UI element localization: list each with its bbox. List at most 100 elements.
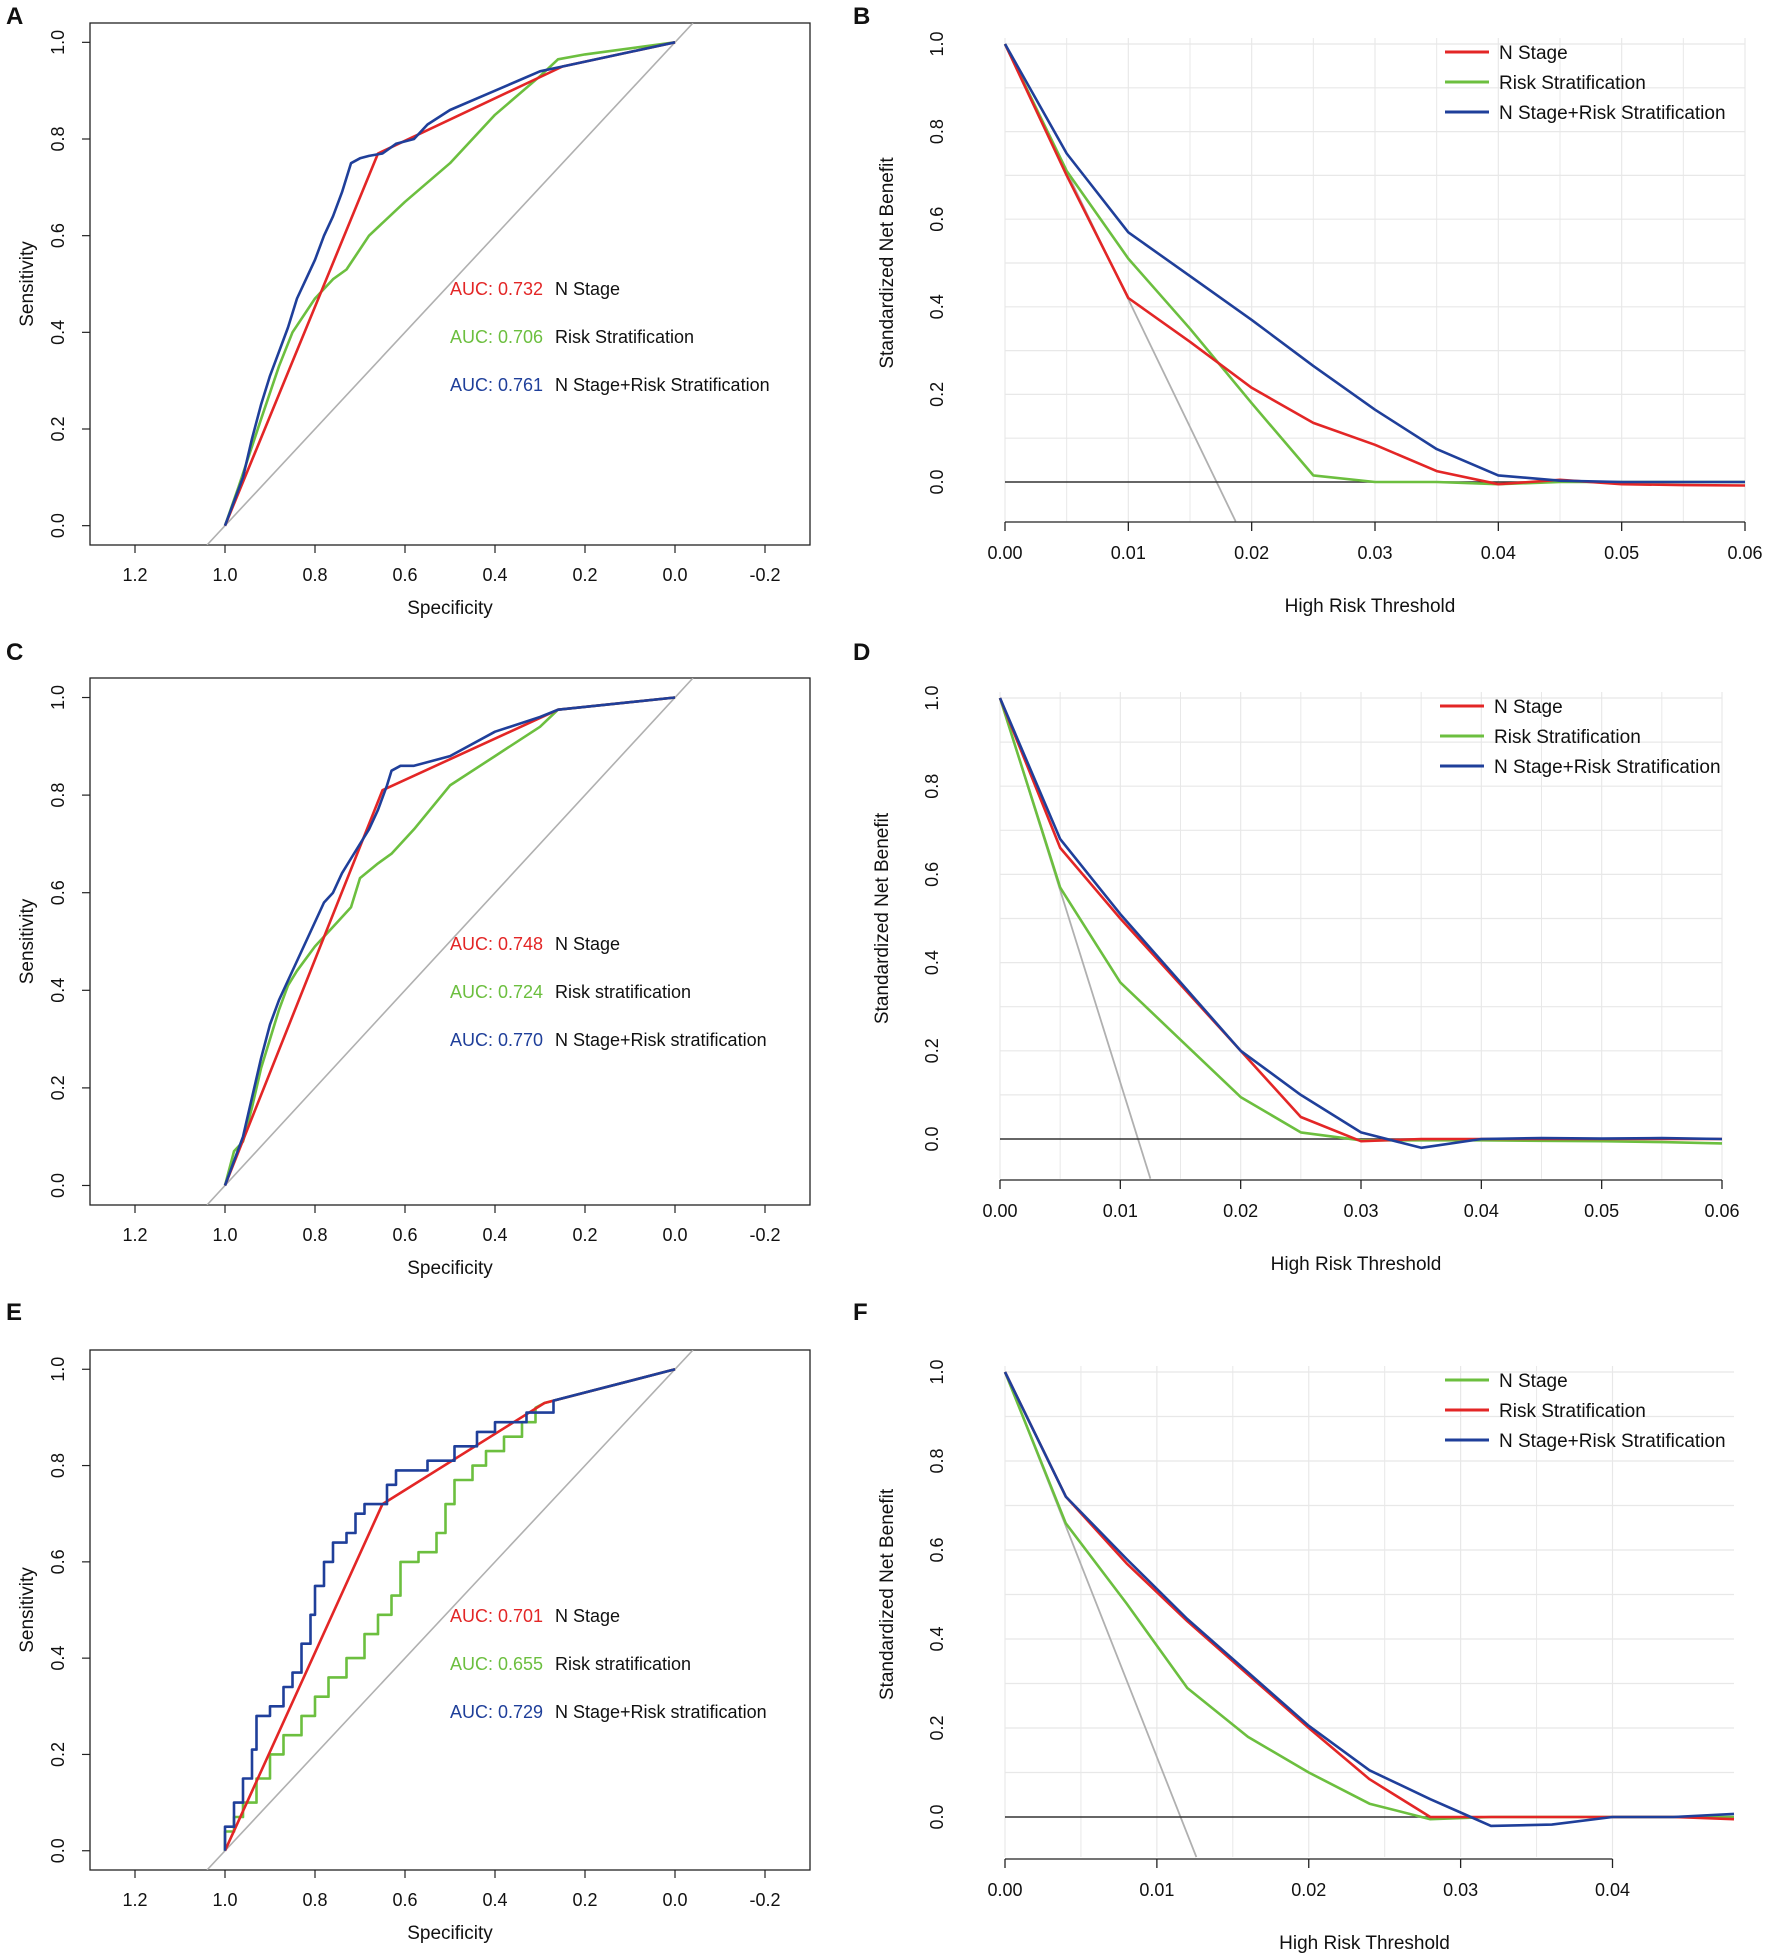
x-tick-label: 0.01 <box>1111 543 1146 563</box>
x-axis-label: Specificity <box>407 598 493 619</box>
x-tick-label: 0.04 <box>1464 1201 1499 1221</box>
y-tick-label: 0.6 <box>922 862 942 887</box>
y-tick-label: 0.8 <box>927 119 947 144</box>
legend-label: N Stage <box>1499 1371 1568 1392</box>
legend-label: N Stage+Risk stratification <box>555 1702 767 1722</box>
y-tick-label: 0.8 <box>48 1453 68 1478</box>
legend-auc-value: AUC: 0.770 <box>450 1030 543 1050</box>
x-axis-label: Specificity <box>407 1258 493 1279</box>
reference-diagonal <box>206 1350 694 1870</box>
legend-label: Risk Stratification <box>1499 73 1646 94</box>
y-tick-label: 1.0 <box>48 1357 68 1382</box>
panel-letter-c: C <box>6 639 23 666</box>
y-tick-label: 0.8 <box>48 783 68 808</box>
x-tick-label: 0.02 <box>1234 543 1269 563</box>
x-tick-label: 1.2 <box>122 1890 147 1910</box>
y-axis-label: Standardized Net Benefit <box>877 1488 898 1700</box>
x-tick-label: 0.03 <box>1343 1201 1378 1221</box>
y-tick-label: 0.4 <box>927 294 947 319</box>
x-tick-label: -0.2 <box>749 565 780 585</box>
legend-auc-value: AUC: 0.701 <box>450 1606 543 1626</box>
y-axis-label: Sensitivity <box>17 241 38 327</box>
y-tick-label: 0.2 <box>927 1715 947 1740</box>
x-tick-label: 0.2 <box>572 1225 597 1245</box>
y-tick-label: 0.2 <box>48 1742 68 1767</box>
y-tick-label: 1.0 <box>927 1359 947 1384</box>
y-tick-label: 0.2 <box>48 416 68 441</box>
x-tick-label: 0.02 <box>1291 1880 1326 1900</box>
x-tick-label: 0.6 <box>392 565 417 585</box>
y-tick-label: 1.0 <box>48 30 68 55</box>
series-line-n-stage <box>1003 43 1746 487</box>
x-axis-label: High Risk Threshold <box>1285 596 1456 617</box>
panel-letter-e: E <box>6 1299 22 1326</box>
y-tick-label: 0.2 <box>922 1038 942 1063</box>
series-line-n-stage-risk-stratification <box>1003 1371 1735 1828</box>
dca-chart-f: 0.00 0.01 0.02 0.03 0.04 0.0 0.2 0.4 0.6 0.8 1.0 Hi… <box>877 1359 1735 1954</box>
series-line-n-stage-risk-stratification <box>223 696 676 1186</box>
panel-letter-b: B <box>853 3 870 30</box>
x-tick-label: -0.2 <box>749 1890 780 1910</box>
panel-letter-a: A <box>6 3 23 30</box>
x-tick-label: 0.4 <box>482 1890 507 1910</box>
series-line-risk-stratification <box>223 41 676 527</box>
y-tick-label: 0.6 <box>48 1549 68 1574</box>
roc-chart-c: 1.2 1.0 0.8 0.6 0.4 0.2 0.0 -0.2 0.0 0.2 0.4 0.6 0.8… <box>17 677 811 1279</box>
x-tick-label: 0.4 <box>482 1225 507 1245</box>
x-tick-label: 0.8 <box>302 1890 327 1910</box>
y-tick-label: 0.4 <box>48 1646 68 1671</box>
legend-label: Risk stratification <box>555 982 691 1002</box>
x-tick-label: 0.0 <box>662 1890 687 1910</box>
legend-label: N Stage <box>1499 43 1568 64</box>
x-tick-label: 0.0 <box>662 565 687 585</box>
plot-frame <box>89 1349 811 1871</box>
y-tick-label: 0.6 <box>927 1537 947 1562</box>
legend-label: N Stage <box>555 279 620 299</box>
x-tick-label: 0.05 <box>1584 1201 1619 1221</box>
legend-label: N Stage <box>555 1606 620 1626</box>
x-tick-label: 0.00 <box>987 1880 1022 1900</box>
series-line-n-stage-risk-stratification <box>223 41 676 527</box>
x-tick-label: 0.03 <box>1443 1880 1478 1900</box>
legend-label: Risk Stratification <box>555 327 694 347</box>
y-tick-label: 0.4 <box>48 978 68 1003</box>
dca-chart-b: 0.00 0.01 0.02 0.03 0.04 0.05 0.06 0.0 0.2 0.4 0.6… <box>877 31 1763 617</box>
x-tick-label: 0.01 <box>1103 1201 1138 1221</box>
y-tick-label: 0.2 <box>927 382 947 407</box>
legend-label: N Stage <box>1494 697 1563 718</box>
series-line-risk-stratification <box>223 696 676 1186</box>
x-tick-label: -0.2 <box>749 1225 780 1245</box>
legend-label: N Stage+Risk Stratification <box>1499 1431 1726 1452</box>
y-tick-label: 0.6 <box>48 223 68 248</box>
x-tick-label: 0.06 <box>1727 543 1762 563</box>
legend-label: N Stage <box>555 934 620 954</box>
legend-label: N Stage+Risk stratification <box>555 1030 767 1050</box>
legend-label: N Stage+Risk Stratification <box>1494 757 1721 778</box>
legend-label: Risk Stratification <box>1494 727 1641 748</box>
y-tick-label: 0.0 <box>48 1838 68 1863</box>
x-tick-label: 0.2 <box>572 565 597 585</box>
legend-auc-value: AUC: 0.729 <box>450 1702 543 1722</box>
y-tick-label: 0.8 <box>927 1448 947 1473</box>
x-axis-label: High Risk Threshold <box>1279 1933 1450 1954</box>
x-tick-label: 0.05 <box>1604 543 1639 563</box>
x-tick-label: 0.8 <box>302 1225 327 1245</box>
x-tick-label: 0.00 <box>987 543 1022 563</box>
y-tick-label: 0.6 <box>48 880 68 905</box>
panel-letter-f: F <box>853 1299 868 1326</box>
x-tick-label: 0.4 <box>482 565 507 585</box>
x-tick-label: 0.0 <box>662 1225 687 1245</box>
x-axis-label: High Risk Threshold <box>1271 1254 1442 1275</box>
x-tick-label: 0.8 <box>302 565 327 585</box>
y-tick-label: 0.0 <box>927 469 947 494</box>
legend-auc-value: AUC: 0.748 <box>450 934 543 954</box>
y-tick-label: 1.0 <box>922 685 942 710</box>
x-tick-label: 0.2 <box>572 1890 597 1910</box>
series-line-n-stage-risk-stratification <box>1003 43 1745 484</box>
legend-auc-value: AUC: 0.761 <box>450 375 543 395</box>
x-tick-label: 0.04 <box>1481 543 1516 563</box>
y-tick-label: 1.0 <box>927 31 947 56</box>
x-tick-label: 0.04 <box>1595 1880 1630 1900</box>
y-tick-label: 0.6 <box>927 207 947 232</box>
y-tick-label: 0.8 <box>922 774 942 799</box>
